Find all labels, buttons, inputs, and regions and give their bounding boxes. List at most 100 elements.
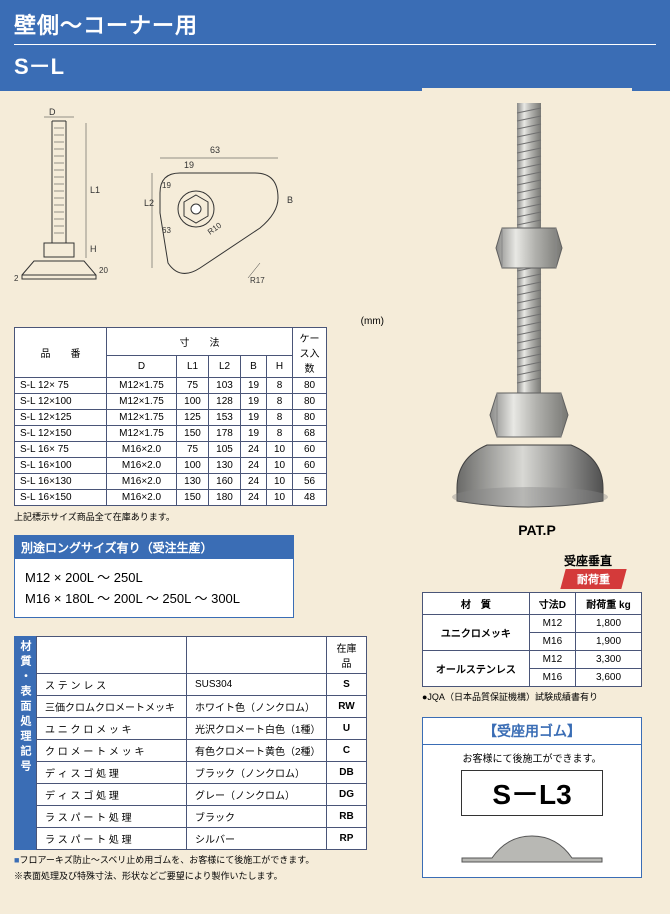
rubber-header: 【受座用ゴム】 (423, 718, 641, 745)
load-note: ●JQA（日本品質保証機構）試験成績書有り (422, 690, 652, 703)
table-cell: 60 (293, 458, 327, 474)
table-cell: 10 (267, 490, 293, 506)
table-row: S-L 16×150M16×2.0150180241048 (15, 490, 327, 506)
spec-note: 上記標示サイズ商品全て在庫あります。 (14, 510, 384, 523)
long-size-line-2: M16 × 180L ～ 200L ～ 250L ～ 300L (25, 588, 283, 607)
table-cell: 105 (209, 442, 241, 458)
table-cell: 150 (177, 426, 209, 442)
svg-text:63: 63 (162, 226, 171, 235)
table-cell: S-L 12× 75 (15, 378, 107, 394)
table-cell: 75 (177, 442, 209, 458)
table-cell: S-L 16×150 (15, 490, 107, 506)
table-row: S-L 12×100M12×1.7510012819880 (15, 394, 327, 410)
load-sub-label: 受座垂直 (564, 554, 612, 568)
table-cell: 10 (267, 458, 293, 474)
table-row: ラ ス パ ー ト 処 理シルバーRP (37, 828, 367, 850)
table-cell: 80 (293, 378, 327, 394)
diagram-top-view: 63 19 L2 19 63 B R10 R17 (140, 103, 310, 306)
th-case-qty: ケース入数 (293, 328, 327, 378)
table-cell: M16 (529, 669, 575, 687)
table-cell: S (327, 674, 367, 696)
table-row: デ ィ ス ゴ 処 理ブラック（ノンクロム）DB (37, 762, 367, 784)
table-cell: 103 (209, 378, 241, 394)
svg-text:L2: L2 (144, 198, 154, 208)
table-cell: M16×2.0 (107, 474, 177, 490)
table-cell: 56 (293, 474, 327, 490)
table-cell: 3,600 (576, 669, 642, 687)
table-cell: 19 (241, 394, 267, 410)
table-cell: S-L 16×100 (15, 458, 107, 474)
table-cell: 有色クロメート黄色（2種） (187, 740, 327, 762)
svg-text:2: 2 (14, 274, 19, 283)
table-cell: 128 (209, 394, 241, 410)
table-cell: M16 (529, 633, 575, 651)
footer-note-1: ■フロアーキズ防止～スベリ止め用ゴムを、お客様にて後施工ができます。 (14, 853, 384, 866)
table-cell: ホワイト色（ノンクロム） (187, 696, 327, 718)
table-row: ユニクロメッキM121,800 (423, 615, 642, 633)
table-cell: シルバー (187, 828, 327, 850)
table-cell: SUS304 (187, 674, 327, 696)
th-H: H (267, 355, 293, 377)
th-L2: L2 (209, 355, 241, 377)
table-row: ク ロ メ ー ト メ ッ キ有色クロメート黄色（2種）C (37, 740, 367, 762)
svg-text:R17: R17 (250, 276, 265, 285)
table-cell: ラ ス パ ー ト 処 理 (37, 806, 187, 828)
table-cell: 8 (267, 426, 293, 442)
th-L1: L1 (177, 355, 209, 377)
table-cell: 48 (293, 490, 327, 506)
table-cell: 光沢クロメート白色（1種） (187, 718, 327, 740)
rubber-seat-box: 【受座用ゴム】 お客様にて後施工ができます。 S－L3 (422, 717, 642, 878)
table-cell: 150 (177, 490, 209, 506)
table-cell: 153 (209, 410, 241, 426)
table-cell: S-L 12×100 (15, 394, 107, 410)
th-loadkg: 耐荷重 kg (576, 593, 642, 615)
load-red-header: 耐荷重 (560, 569, 626, 589)
table-cell: M12 (529, 615, 575, 633)
table-cell: 60 (293, 442, 327, 458)
long-size-header: 別途ロングサイズ有り（受注生産） (15, 536, 293, 559)
long-size-box: 別途ロングサイズ有り（受注生産） M12 × 200L ～ 250L M16 ×… (14, 535, 294, 618)
table-row: S-L 16×100M16×2.0100130241060 (15, 458, 327, 474)
table-cell: 80 (293, 394, 327, 410)
table-cell: 130 (209, 458, 241, 474)
product-photo (422, 88, 632, 518)
table-cell: 8 (267, 394, 293, 410)
table-cell: 24 (241, 458, 267, 474)
table-cell: M16×2.0 (107, 442, 177, 458)
table-cell: 100 (177, 394, 209, 410)
table-cell: 8 (267, 410, 293, 426)
table-cell: ユ ニ ク ロ メ ッ キ (37, 718, 187, 740)
load-table: 材 質 寸法D 耐荷重 kg ユニクロメッキM121,800M161,900オー… (422, 592, 642, 687)
table-cell: 三価クロムクロメートメッキ (37, 696, 187, 718)
table-row: オールステンレスM123,300 (423, 651, 642, 669)
table-cell: ク ロ メ ー ト メ ッ キ (37, 740, 187, 762)
table-cell: DB (327, 762, 367, 784)
rubber-shape-icon (423, 822, 641, 877)
table-cell: 10 (267, 474, 293, 490)
svg-text:B: B (287, 195, 293, 205)
table-cell: 125 (177, 410, 209, 426)
table-cell: ユニクロメッキ (423, 615, 530, 651)
table-cell: 1,800 (576, 615, 642, 633)
th-dimensions: 寸 法 (107, 328, 293, 356)
table-cell: 3,300 (576, 651, 642, 669)
spec-table: 品 番 寸 法 ケース入数 D L1 L2 B H S-L 12× 75M12×… (14, 327, 327, 506)
table-cell: デ ィ ス ゴ 処 理 (37, 784, 187, 806)
pat-p-label: PAT.P (422, 522, 652, 538)
table-cell: RP (327, 828, 367, 850)
table-cell: S-L 16×130 (15, 474, 107, 490)
table-row: S-L 16×130M16×2.0130160241056 (15, 474, 327, 490)
table-cell: DG (327, 784, 367, 806)
table-cell: M16×2.0 (107, 458, 177, 474)
table-cell: S-L 12×125 (15, 410, 107, 426)
table-cell: 178 (209, 426, 241, 442)
table-cell: ブラック (187, 806, 327, 828)
table-cell: M16×2.0 (107, 490, 177, 506)
table-cell: ブラック（ノンクロム） (187, 762, 327, 784)
th-material: 材 質 (423, 593, 530, 615)
svg-text:H: H (90, 244, 97, 254)
th-stock: 在庫品 (327, 637, 367, 674)
table-cell: 75 (177, 378, 209, 394)
svg-text:D: D (49, 107, 56, 117)
th-B: B (241, 355, 267, 377)
